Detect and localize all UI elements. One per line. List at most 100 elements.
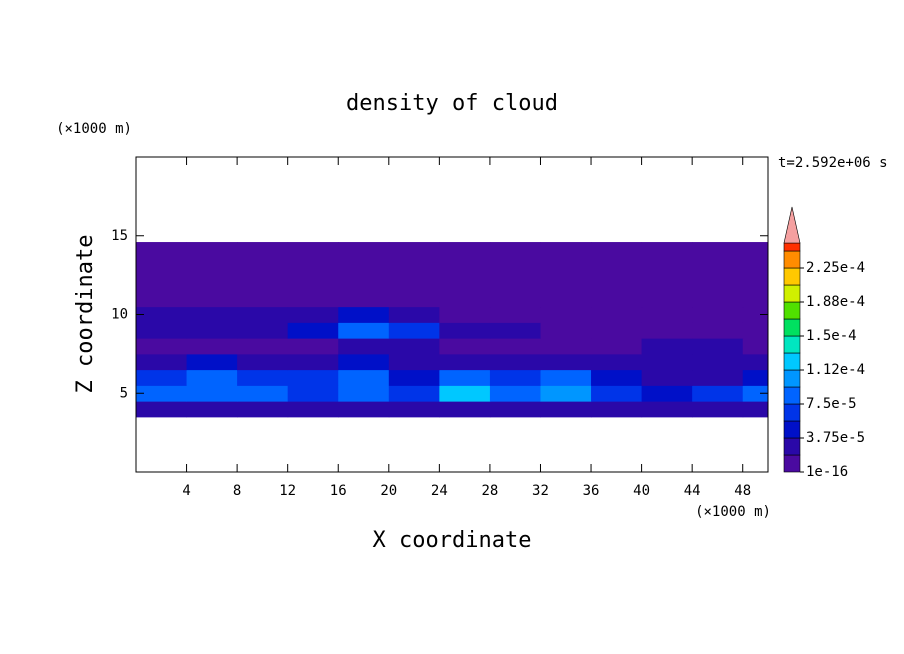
contour-cell bbox=[489, 385, 541, 402]
contour-cell bbox=[692, 369, 744, 386]
contour-cell bbox=[540, 369, 592, 386]
contour-cell bbox=[489, 369, 541, 386]
contour-cell bbox=[692, 401, 744, 418]
contour-cell bbox=[742, 242, 769, 284]
contour-cell bbox=[489, 242, 541, 284]
colorbar-box bbox=[783, 267, 801, 286]
contour-cell bbox=[692, 283, 744, 308]
contour-cell bbox=[388, 353, 440, 371]
contour-cell bbox=[388, 385, 440, 402]
contour-cell bbox=[287, 242, 339, 284]
contour-cell bbox=[338, 338, 390, 355]
x-tick-label: 40 bbox=[633, 483, 650, 499]
contour-cell bbox=[591, 338, 643, 355]
contour-cell bbox=[692, 385, 744, 402]
colorbar-label: 1.12e-4 bbox=[806, 362, 865, 378]
x-tick-label: 36 bbox=[583, 483, 600, 499]
colorbar-box bbox=[783, 284, 801, 303]
contour-cell bbox=[641, 283, 693, 308]
contour-cell bbox=[237, 322, 289, 339]
contour-cell bbox=[489, 401, 541, 418]
colorbar-box bbox=[783, 454, 801, 473]
colorbar-box bbox=[783, 352, 801, 371]
x-tick-label: 28 bbox=[481, 483, 498, 499]
contour-cell bbox=[186, 306, 238, 323]
contour-cell bbox=[742, 401, 769, 418]
contour-cell bbox=[287, 353, 339, 371]
colorbar-box bbox=[783, 335, 801, 354]
contour-cell bbox=[287, 385, 339, 402]
contour-cell bbox=[439, 369, 491, 386]
contour-cell bbox=[641, 338, 693, 355]
colorbar-box bbox=[783, 242, 801, 252]
x-tick-label: 8 bbox=[233, 483, 241, 499]
y-tick-label: 15 bbox=[111, 228, 128, 244]
contour-cell bbox=[186, 283, 238, 308]
colorbar-extend bbox=[783, 206, 801, 244]
contour-cell bbox=[237, 242, 289, 284]
contour-cell bbox=[136, 353, 188, 371]
contour-cell bbox=[287, 338, 339, 355]
contour-cell bbox=[742, 338, 769, 355]
x-tick-label: 48 bbox=[734, 483, 751, 499]
y-tick-label: 5 bbox=[120, 385, 128, 401]
contour-cell bbox=[591, 242, 643, 284]
contour-cell bbox=[136, 306, 188, 323]
colorbar-box bbox=[783, 250, 801, 269]
contour-cell bbox=[540, 283, 592, 308]
contour-cell bbox=[692, 353, 744, 371]
contour-cell bbox=[439, 353, 491, 371]
contour-cell bbox=[641, 242, 693, 284]
colorbar: 1e-16 3.75e-5 7.5e-5 1.12e-4 1.5e-4 1.88e-4 2.… bbox=[783, 206, 865, 480]
contour-cell bbox=[540, 338, 592, 355]
contour-cell bbox=[136, 385, 188, 402]
y-tick-label: 10 bbox=[111, 307, 128, 323]
contour-cell bbox=[237, 401, 289, 418]
contour-cell bbox=[287, 306, 339, 323]
x-tick-label: 44 bbox=[684, 483, 701, 499]
contour-field bbox=[136, 242, 769, 418]
contour-cell bbox=[186, 338, 238, 355]
contour-cell bbox=[540, 353, 592, 371]
contour-cell bbox=[692, 322, 744, 339]
contour-cell bbox=[237, 353, 289, 371]
colorbar-box bbox=[783, 301, 801, 320]
contour-cell bbox=[136, 242, 188, 284]
contour-cell bbox=[388, 338, 440, 355]
contour-cell bbox=[591, 283, 643, 308]
y-unit: (×1000 m) bbox=[56, 121, 132, 137]
colorbar-label: 2.25e-4 bbox=[806, 260, 865, 276]
contour-cell bbox=[287, 322, 339, 339]
x-unit: (×1000 m) bbox=[695, 504, 771, 520]
x-tick-label: 20 bbox=[380, 483, 397, 499]
contour-cell bbox=[136, 401, 188, 418]
x-tick-label: 32 bbox=[532, 483, 549, 499]
contour-cell bbox=[591, 401, 643, 418]
contour-cell bbox=[489, 322, 541, 339]
contour-cell bbox=[338, 283, 390, 308]
contour-cell bbox=[540, 401, 592, 418]
contour-cell bbox=[641, 385, 693, 402]
contour-cell bbox=[186, 322, 238, 339]
contour-cell bbox=[338, 353, 390, 371]
contour-cell bbox=[186, 353, 238, 371]
contour-cell bbox=[591, 369, 643, 386]
contour-cell bbox=[692, 306, 744, 323]
contour-cell bbox=[591, 322, 643, 339]
x-tick-label: 4 bbox=[182, 483, 190, 499]
contour-cell bbox=[388, 283, 440, 308]
contour-cell bbox=[186, 369, 238, 386]
contour-cell bbox=[742, 369, 769, 386]
contour-cell bbox=[692, 242, 744, 284]
contour-cell bbox=[540, 306, 592, 323]
colorbar-box bbox=[783, 318, 801, 337]
contour-cell bbox=[641, 401, 693, 418]
contour-cell bbox=[641, 306, 693, 323]
contour-cell bbox=[237, 385, 289, 402]
colorbar-box bbox=[783, 420, 801, 439]
contour-cell bbox=[237, 283, 289, 308]
contour-cell bbox=[287, 369, 339, 386]
contour-cell bbox=[388, 369, 440, 386]
contour-cell bbox=[136, 338, 188, 355]
